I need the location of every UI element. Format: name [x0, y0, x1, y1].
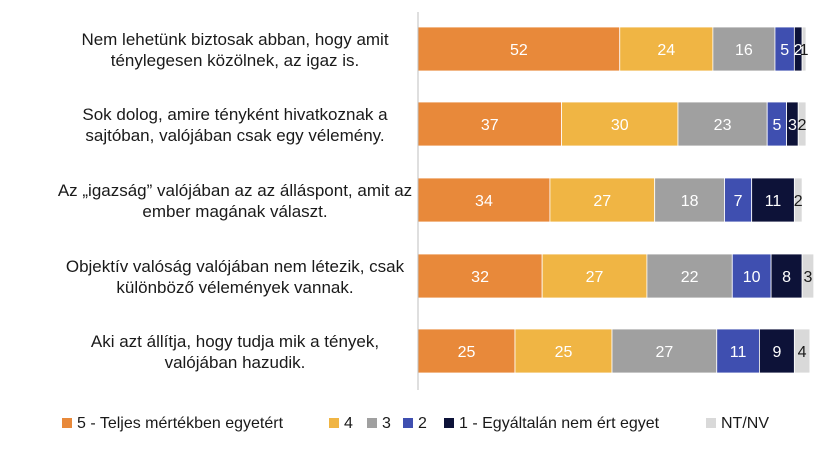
data-label: 8 — [782, 269, 791, 286]
bar-segment — [759, 328, 795, 374]
bar-segment — [716, 328, 760, 374]
data-label: 25 — [555, 344, 573, 361]
data-label: 27 — [655, 344, 673, 361]
data-label: 3 — [788, 117, 797, 134]
category-label: Aki azt állítja, hogy tudja mik a tények… — [91, 332, 379, 372]
legend-swatch — [706, 418, 716, 428]
category-label-line: különböző vélemények vannak. — [116, 278, 353, 297]
bar-segment — [417, 328, 516, 374]
data-label: 9 — [772, 344, 781, 361]
data-label: 32 — [471, 269, 489, 286]
category-label-line: Nem lehetünk biztosak abban, hogy amit — [81, 30, 388, 49]
data-label: 3 — [803, 269, 812, 286]
data-label: 52 — [510, 42, 528, 59]
category-label-line: ember magának választ. — [142, 202, 327, 221]
data-label: 30 — [611, 117, 629, 134]
category-label-line: valójában hazudik. — [165, 353, 306, 372]
bar-segment — [417, 26, 621, 72]
bar-segment — [731, 253, 772, 299]
bar-segment — [561, 101, 679, 147]
legend-label: NT/NV — [721, 415, 769, 432]
bar-segment — [417, 177, 551, 223]
bar-segment — [770, 253, 803, 299]
data-label: 1 — [800, 42, 809, 59]
data-label: 25 — [458, 344, 476, 361]
legend-swatch — [444, 418, 454, 428]
category-labels: Nem lehetünk biztosak abban, hogy amit té… — [58, 30, 412, 372]
data-label: 4 — [798, 344, 807, 361]
data-label: 11 — [765, 193, 782, 210]
category-label-line: ténylegesen közölnek, az igaz is. — [111, 51, 360, 70]
legend-label: 4 — [344, 415, 353, 432]
data-label: 5 — [772, 117, 781, 134]
data-label: 37 — [481, 117, 499, 134]
legend-swatch — [62, 418, 72, 428]
category-label-line: Objektív valóság valójában nem létezik, … — [66, 257, 405, 276]
data-label: 23 — [714, 117, 732, 134]
bar-segment — [654, 177, 725, 223]
data-label: 34 — [475, 193, 493, 210]
data-label: 16 — [735, 42, 753, 59]
legend-swatch — [367, 418, 377, 428]
data-label: 24 — [657, 42, 675, 59]
data-label: 7 — [734, 193, 743, 210]
bar-segment — [793, 177, 803, 223]
data-label: 2 — [794, 42, 803, 59]
legend-label: 3 — [382, 415, 391, 432]
legend-swatch — [329, 418, 339, 428]
legend: 5 - Teljes mértékben egyetért 4 3 2 1 - Egyá… — [62, 415, 769, 432]
category-label: Nem lehetünk biztosak abban, hogy amit té… — [81, 30, 388, 70]
data-label: 2 — [794, 193, 803, 210]
legend-label: 5 - Teljes mértékben egyetért — [77, 415, 284, 432]
category-label-line: sajtóban, valójában csak egy vélemény. — [85, 126, 384, 145]
bar-segment — [417, 253, 543, 299]
data-label: 18 — [681, 193, 699, 210]
category-label: Sok dolog, amire tényként hivatkoznak a s… — [82, 105, 388, 145]
category-label-line: Az „igazság” valójában az az álláspont, … — [58, 181, 412, 200]
legend-label: 2 — [418, 415, 427, 432]
legend-label: 1 - Egyáltalán nem ért egyet — [459, 415, 660, 432]
data-label: 11 — [730, 344, 747, 361]
category-label: Objektív valóság valójában nem létezik, … — [66, 257, 405, 297]
bar-segment — [677, 101, 768, 147]
bar-segment — [724, 177, 753, 223]
data-label: 27 — [593, 193, 611, 210]
data-label: 2 — [798, 117, 807, 134]
bar-segment — [712, 26, 776, 72]
bar-segment — [619, 26, 714, 72]
bar-segment — [751, 177, 795, 223]
data-label: 5 — [780, 42, 789, 59]
data-label: 10 — [743, 269, 761, 286]
bar-segment — [611, 328, 718, 374]
category-label-line: Aki azt állítja, hogy tudja mik a tények… — [91, 332, 379, 351]
bar-segment — [801, 253, 815, 299]
bar-segment — [801, 26, 807, 72]
data-label: 27 — [586, 269, 604, 286]
legend-swatch — [403, 418, 413, 428]
bar-segment — [797, 101, 807, 147]
category-label: Az „igazság” valójában az az álláspont, … — [58, 181, 412, 221]
bar-segment — [793, 328, 811, 374]
data-label: 22 — [681, 269, 699, 286]
category-label-line: Sok dolog, amire tényként hivatkoznak a — [82, 105, 388, 124]
